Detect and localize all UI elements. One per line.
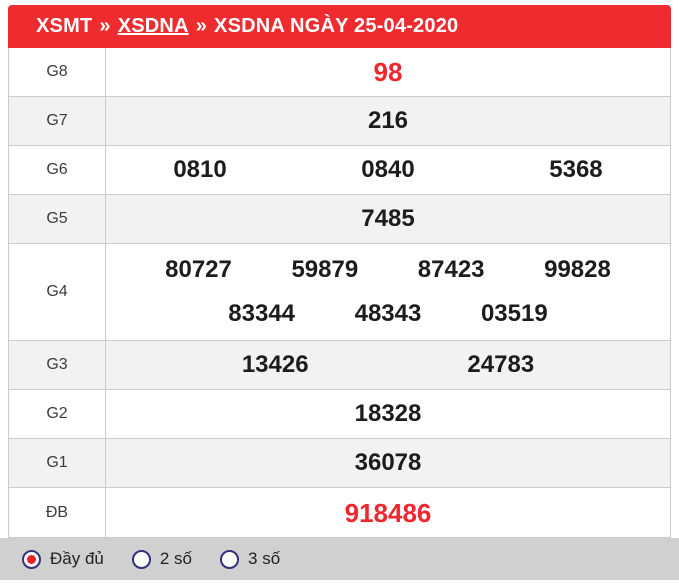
prize-value: 216: [367, 107, 409, 134]
prize-row-g4: G4 80727 59879 87423 99828 83344 48343 0…: [9, 244, 670, 341]
radio-checked-icon[interactable]: [22, 549, 41, 569]
filter-option-2so[interactable]: 2 số: [131, 549, 193, 569]
prize-values-g5: 7485: [106, 195, 670, 243]
prize-values-g7: 216: [106, 97, 670, 145]
filter-option-full[interactable]: Đầy đủ: [22, 549, 104, 569]
prize-row-db: ĐB 918486: [9, 488, 670, 537]
prize-value: 5368: [549, 156, 603, 183]
prize-table: G8 98 G7 216 G6 0810 0840 5368 G5 7485: [8, 48, 671, 538]
prize-value: 918486: [344, 497, 432, 528]
prize-label-g1: G1: [9, 439, 106, 487]
filter-option-3so[interactable]: 3 số: [220, 549, 280, 569]
prize-label-g5: G5: [9, 195, 106, 243]
prize-value: 36078: [354, 449, 422, 476]
prize-value: 98: [373, 57, 403, 87]
display-mode-toolbar: Đầy đủ 2 số 3 số: [0, 538, 679, 580]
prize-label-g2: G2: [9, 390, 106, 438]
prize-value: 80727: [165, 256, 232, 283]
page-title: XSDNA NGÀY 25-04-2020: [214, 15, 459, 37]
filter-option-label[interactable]: Đầy đủ: [50, 549, 104, 568]
prize-value: 48343: [354, 300, 422, 327]
prize-value: 18328: [354, 400, 422, 427]
prize-label-db: ĐB: [9, 488, 106, 537]
prize-value: 7485: [361, 205, 415, 232]
prize-row-g8: G8 98: [9, 48, 670, 97]
prize-value: 13426: [241, 351, 309, 378]
breadcrumb-separator: »: [99, 15, 111, 37]
prize-label-g3: G3: [9, 341, 106, 389]
prize-values-g8: 98: [106, 48, 670, 96]
prize-values-db: 918486: [106, 488, 670, 537]
prize-values-g3: 13426 24783: [106, 341, 670, 389]
prize-value: 0810: [173, 156, 227, 183]
prize-row-g3: G3 13426 24783: [9, 341, 670, 390]
breadcrumb-xsmt[interactable]: XSMT: [36, 15, 93, 37]
filter-option-label[interactable]: 3 số: [248, 549, 281, 568]
prize-row-g5: G5 7485: [9, 195, 670, 244]
prize-value: 24783: [467, 351, 535, 378]
prize-values-g6: 0810 0840 5368: [106, 146, 670, 194]
breadcrumb-xsdna-link[interactable]: XSDNA: [117, 15, 189, 37]
prize-row-g6: G6 0810 0840 5368: [9, 146, 670, 195]
prize-values-g4: 80727 59879 87423 99828 83344 48343 0351…: [106, 244, 670, 340]
prize-label-g8: G8: [9, 48, 106, 96]
prize-value: 03519: [480, 300, 548, 327]
prize-value: 83344: [228, 300, 296, 327]
radio-unchecked-icon[interactable]: [220, 549, 240, 569]
breadcrumb-separator: »: [195, 15, 208, 37]
results-card: XSMT » XSDNA » XSDNA NGÀY 25-04-2020 G8 …: [8, 5, 671, 538]
prize-values-g1: 36078: [106, 439, 670, 487]
prize-value: 59879: [291, 256, 359, 283]
prize-row-g7: G7 216: [9, 97, 670, 146]
prize-value: 99828: [544, 256, 611, 283]
prize-values-g2: 18328: [106, 390, 670, 438]
prize-value: 0840: [361, 156, 415, 183]
prize-label-g4: G4: [9, 244, 106, 340]
prize-label-g6: G6: [9, 146, 106, 194]
prize-row-g2: G2 18328: [9, 390, 670, 439]
breadcrumb: XSMT » XSDNA » XSDNA NGÀY 25-04-2020: [8, 5, 671, 48]
radio-unchecked-icon[interactable]: [131, 549, 151, 569]
filter-option-label[interactable]: 2 số: [159, 549, 193, 568]
prize-value: 87423: [417, 256, 485, 283]
prize-label-g7: G7: [9, 97, 106, 145]
prize-row-g1: G1 36078: [9, 439, 670, 488]
